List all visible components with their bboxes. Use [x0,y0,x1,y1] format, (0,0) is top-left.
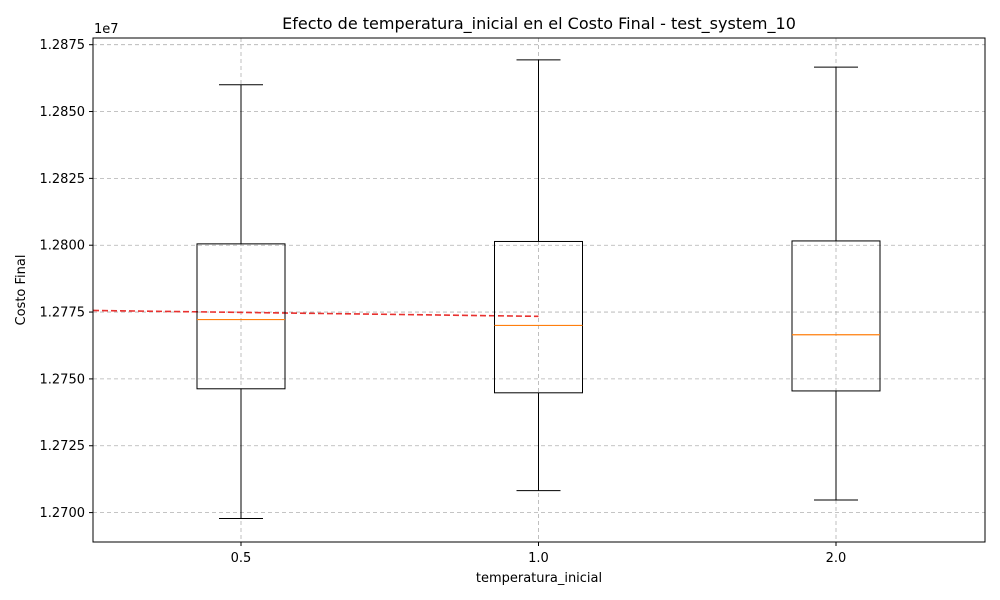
iqr-box [791,240,881,392]
y-tick-label: 1.2700 [40,506,86,521]
iqr-box [494,240,583,394]
trend-line [92,309,539,318]
box-0.5 [196,84,286,519]
box-2.0 [791,66,881,501]
x-tick-label: 2.0 [826,551,847,566]
tick-layer: 1.2700 1.2725 1.2750 1.2775 1.2800 1.2825 1.28… [40,38,847,566]
trend-layer [92,309,539,318]
y-tick-label: 1.2875 [40,38,86,53]
y-tick-label: 1.2800 [40,239,86,254]
chart-title: Efecto de temperatura_inicial en el Cost… [282,14,796,34]
y-tick-label: 1.2825 [40,172,86,187]
y-tick-label: 1.2725 [40,439,86,454]
x-tick-label: 1.0 [528,551,549,566]
x-tick-label: 0.5 [231,551,252,566]
y-tick-label: 1.2775 [40,306,86,321]
iqr-box [196,243,286,390]
y-tick-label: 1.2850 [40,105,86,120]
x-axis-label: temperatura_inicial [476,571,602,586]
y-tick-label: 1.2750 [40,372,86,387]
box-1.0 [494,59,583,492]
y-axis-label: Costo Final [14,255,29,326]
box-layer [196,59,881,519]
y-offset-label: 1e7 [94,22,119,37]
